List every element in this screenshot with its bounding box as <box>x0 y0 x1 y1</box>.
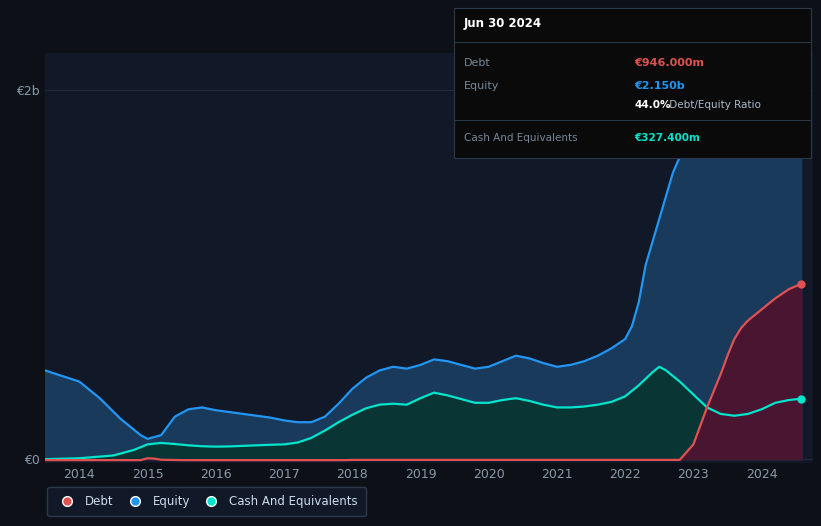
Text: 44.0%: 44.0% <box>635 99 671 109</box>
Text: Cash And Equivalents: Cash And Equivalents <box>464 133 577 143</box>
Text: Equity: Equity <box>464 81 499 91</box>
Text: Debt/Equity Ratio: Debt/Equity Ratio <box>666 99 761 109</box>
Text: €327.400m: €327.400m <box>635 133 700 143</box>
Legend: Debt, Equity, Cash And Equivalents: Debt, Equity, Cash And Equivalents <box>48 487 366 517</box>
Text: Debt: Debt <box>464 58 491 68</box>
Text: €2.150b: €2.150b <box>635 81 686 91</box>
Text: Jun 30 2024: Jun 30 2024 <box>464 17 542 30</box>
Text: €946.000m: €946.000m <box>635 58 704 68</box>
